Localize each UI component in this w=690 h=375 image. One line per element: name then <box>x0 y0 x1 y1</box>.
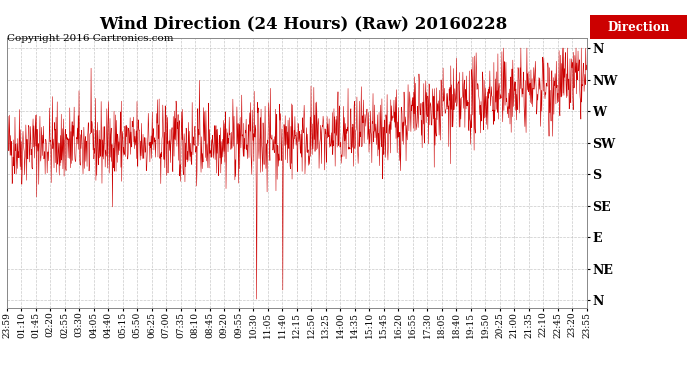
Text: Direction: Direction <box>607 21 669 34</box>
Text: Wind Direction (24 Hours) (Raw) 20160228: Wind Direction (24 Hours) (Raw) 20160228 <box>99 15 508 32</box>
Text: Copyright 2016 Cartronics.com: Copyright 2016 Cartronics.com <box>7 34 173 43</box>
